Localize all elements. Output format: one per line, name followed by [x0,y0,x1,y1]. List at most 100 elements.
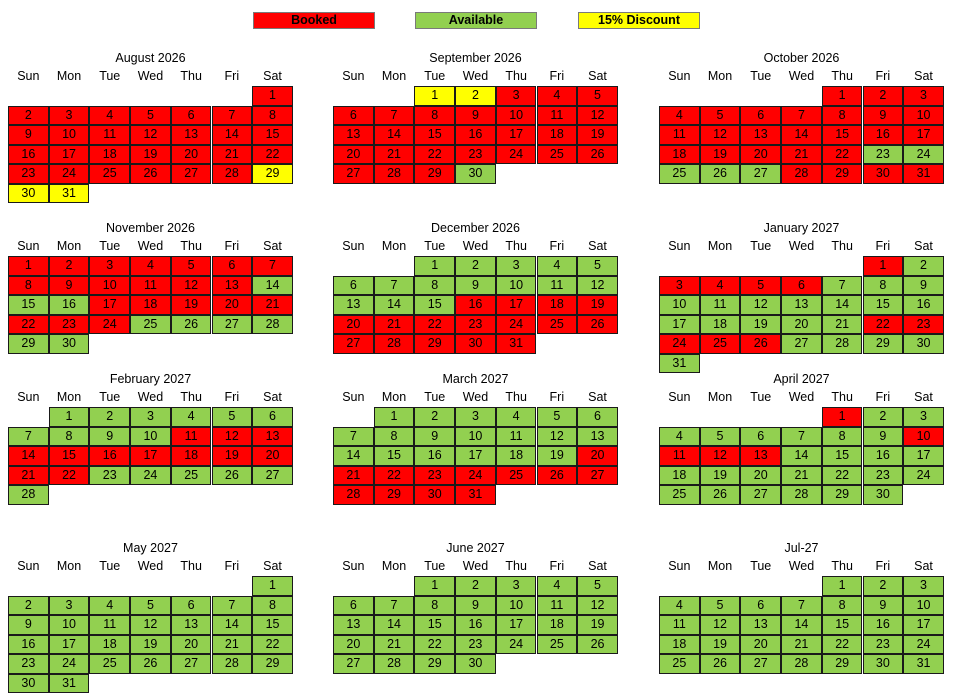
day-cell-available[interactable]: 30 [455,654,496,674]
day-cell-available[interactable]: 9 [455,595,496,615]
day-cell-available[interactable]: 15 [414,615,456,635]
day-cell-available[interactable]: 13 [170,615,212,635]
day-cell-booked[interactable]: 15 [252,125,293,145]
day-cell-available[interactable]: 7 [211,595,253,615]
day-cell-available[interactable]: 14 [333,446,374,466]
day-cell-available[interactable]: 16 [414,446,456,466]
day-cell-booked[interactable]: 8 [8,275,49,295]
day-cell-booked[interactable]: 22 [48,465,90,485]
day-cell-available[interactable]: 13 [333,295,374,315]
day-cell-available[interactable]: 29 [8,334,49,354]
day-cell-available[interactable]: 15 [821,446,863,466]
day-cell-booked[interactable]: 28 [211,164,253,184]
day-cell-booked[interactable]: 22 [414,144,456,164]
day-cell-available[interactable]: 25 [89,654,131,674]
day-cell-booked[interactable]: 11 [130,275,171,295]
day-cell-available[interactable]: 27 [740,654,782,674]
day-cell-booked[interactable]: 30 [862,164,904,184]
day-cell-available[interactable]: 31 [659,353,700,373]
day-cell-booked[interactable]: 14 [373,125,415,145]
day-cell-available[interactable]: 7 [821,275,863,295]
day-cell-available[interactable]: 9 [414,426,456,446]
day-cell-booked[interactable]: 11 [659,446,700,466]
day-cell-available[interactable]: 14 [781,446,822,466]
day-cell-booked[interactable]: 3 [495,86,537,106]
day-cell-booked[interactable]: 2 [862,86,904,106]
day-cell-booked[interactable]: 31 [495,334,537,354]
day-cell-booked[interactable]: 21 [333,465,374,485]
day-cell-booked[interactable]: 13 [211,275,253,295]
day-cell-booked[interactable]: 6 [781,275,822,295]
day-cell-booked[interactable]: 26 [577,314,618,334]
day-cell-booked[interactable]: 4 [659,105,700,125]
day-cell-booked[interactable]: 18 [170,446,212,466]
day-cell-available[interactable]: 31 [903,654,944,674]
day-cell-available[interactable]: 4 [170,407,212,427]
day-cell-booked[interactable]: 22 [373,465,415,485]
day-cell-available[interactable]: 6 [333,595,374,615]
day-cell-available[interactable]: 26 [130,654,171,674]
day-cell-booked[interactable]: 8 [414,105,456,125]
day-cell-available[interactable]: 24 [48,654,90,674]
day-cell-booked[interactable]: 10 [89,275,131,295]
day-cell-available[interactable]: 18 [659,465,700,485]
day-cell-booked[interactable]: 17 [495,295,537,315]
day-cell-available[interactable]: 25 [130,314,171,334]
day-cell-available[interactable]: 27 [740,485,782,505]
day-cell-available[interactable]: 8 [252,595,293,615]
day-cell-available[interactable]: 24 [495,634,537,654]
day-cell-booked[interactable]: 12 [130,125,171,145]
day-cell-booked[interactable]: 21 [252,295,293,315]
day-cell-available[interactable]: 14 [252,275,293,295]
day-cell-available[interactable]: 29 [252,654,293,674]
day-cell-available[interactable]: 12 [577,275,618,295]
day-cell-booked[interactable]: 10 [903,105,944,125]
day-cell-available[interactable]: 25 [659,654,700,674]
day-cell-booked[interactable]: 16 [8,144,49,164]
day-cell-booked[interactable]: 5 [699,105,741,125]
day-cell-available[interactable]: 5 [577,256,618,276]
day-cell-available[interactable]: 30 [862,485,904,505]
day-cell-available[interactable]: 20 [740,634,782,654]
day-cell-booked[interactable]: 19 [211,446,253,466]
day-cell-available[interactable]: 3 [455,407,496,427]
day-cell-available[interactable]: 28 [211,654,253,674]
day-cell-available[interactable]: 14 [781,615,822,635]
day-cell-available[interactable]: 3 [903,407,944,427]
day-cell-available[interactable]: 14 [373,295,415,315]
day-cell-available[interactable]: 14 [821,295,863,315]
day-cell-available[interactable]: 17 [903,446,944,466]
day-cell-discount[interactable]: 31 [48,183,90,203]
day-cell-booked[interactable]: 26 [577,144,618,164]
day-cell-available[interactable]: 5 [699,595,741,615]
day-cell-available[interactable]: 2 [903,256,944,276]
day-cell-booked[interactable]: 31 [455,485,496,505]
day-cell-booked[interactable]: 12 [577,105,618,125]
day-cell-booked[interactable]: 11 [170,426,212,446]
day-cell-booked[interactable]: 6 [211,256,253,276]
day-cell-available[interactable]: 13 [577,426,618,446]
day-cell-available[interactable]: 27 [333,654,374,674]
day-cell-available[interactable]: 22 [821,465,863,485]
day-cell-available[interactable]: 17 [48,634,90,654]
day-cell-available[interactable]: 9 [89,426,131,446]
day-cell-booked[interactable]: 23 [48,314,90,334]
day-cell-available[interactable]: 24 [130,465,171,485]
day-cell-available[interactable]: 6 [577,407,618,427]
day-cell-available[interactable]: 2 [89,407,131,427]
day-cell-available[interactable]: 9 [8,615,49,635]
day-cell-booked[interactable]: 25 [495,465,537,485]
day-cell-available[interactable]: 29 [862,334,904,354]
day-cell-booked[interactable]: 20 [577,446,618,466]
day-cell-available[interactable]: 4 [536,256,578,276]
day-cell-available[interactable]: 4 [536,576,578,596]
day-cell-available[interactable]: 27 [252,465,293,485]
day-cell-available[interactable]: 25 [536,634,578,654]
day-cell-available[interactable]: 6 [333,275,374,295]
day-cell-booked[interactable]: 17 [48,144,90,164]
day-cell-booked[interactable]: 9 [455,105,496,125]
day-cell-booked[interactable]: 14 [8,446,49,466]
day-cell-booked[interactable]: 20 [333,144,374,164]
day-cell-booked[interactable]: 14 [211,125,253,145]
day-cell-available[interactable]: 7 [373,595,415,615]
